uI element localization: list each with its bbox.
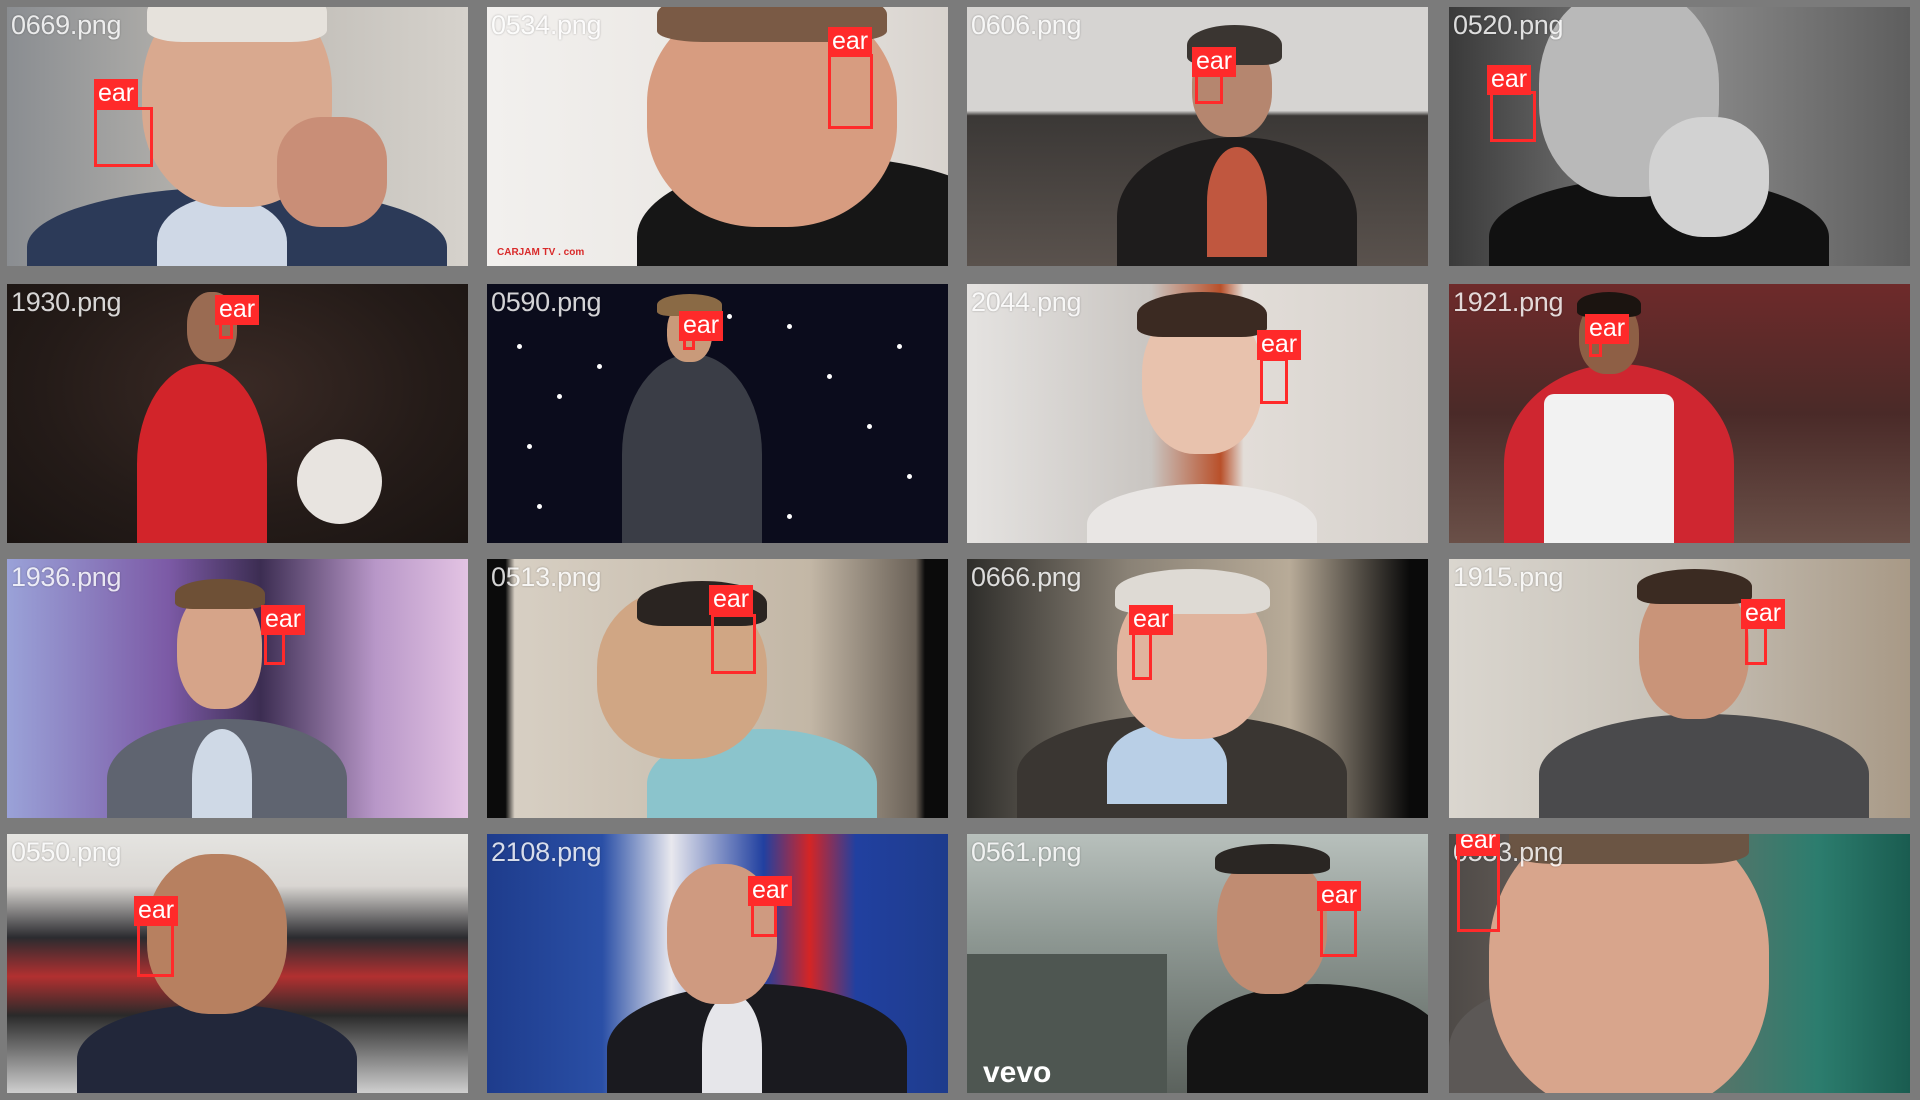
file-name: 0666.png <box>971 562 1082 592</box>
ear-label: ear <box>679 311 724 341</box>
ear-label: ear <box>1317 881 1362 911</box>
file-name: 1915.png <box>1453 562 1564 592</box>
ear-label: ear <box>1456 834 1501 856</box>
ear-label: ear <box>1129 605 1174 635</box>
photo-man-at-podium-flags <box>487 834 948 1093</box>
photo-woman-smiling-portrait <box>967 284 1428 543</box>
ear-bounding-box <box>1195 74 1223 104</box>
tile-0606: 0606.png ear <box>967 7 1428 266</box>
file-name: 0561.png <box>971 837 1082 867</box>
file-name: 0534.png <box>491 10 602 40</box>
tile-0590: 0590.png ear <box>487 284 948 543</box>
tile-0550: 0550.png ear <box>7 834 468 1093</box>
ear-bounding-box <box>94 107 153 167</box>
file-name: 0513.png <box>491 562 602 592</box>
file-name: 2108.png <box>491 837 602 867</box>
tile-1936: 1936.png ear <box>7 559 468 818</box>
ear-label: ear <box>134 896 179 926</box>
file-name: 0606.png <box>971 10 1082 40</box>
ear-bounding-box <box>1320 907 1357 957</box>
ear-bounding-box <box>711 614 756 674</box>
file-name: 1921.png <box>1453 287 1564 317</box>
photo-elderly-man-hand-on-chin <box>7 7 468 266</box>
ear-label: ear <box>261 605 306 635</box>
photo-man-closeup-portrait <box>1449 834 1910 1093</box>
photo-footballer-with-ball <box>7 284 468 543</box>
photo-man-lecturing <box>967 7 1428 266</box>
tile-0533: 0533.png ear <box>1449 834 1910 1093</box>
photo-man-in-black-turtleneck <box>487 7 948 266</box>
photo-bald-man-smiling <box>7 834 468 1093</box>
photo-man-bw-portrait <box>1449 7 1910 266</box>
photo-elderly-man-cardigan <box>967 559 1428 818</box>
ear-bounding-box <box>264 630 285 665</box>
tile-0561: vevo 0561.png ear <box>967 834 1428 1093</box>
file-name: 0669.png <box>11 10 122 40</box>
file-name: 0520.png <box>1453 10 1564 40</box>
starfield <box>487 284 948 543</box>
ear-bounding-box <box>751 902 777 937</box>
ear-label: ear <box>1585 314 1630 344</box>
watermark-text: CARJAM TV . com <box>497 247 585 258</box>
photo-man-in-grey-suit-stage <box>7 559 468 818</box>
photo-footballer-from-behind <box>1449 284 1910 543</box>
tile-2044: 2044.png ear <box>967 284 1428 543</box>
ear-label: ear <box>709 585 754 615</box>
tile-1930: 1930.png ear <box>7 284 468 543</box>
ear-bounding-box <box>1260 358 1288 404</box>
photo-man-city-background <box>967 834 1428 1093</box>
ear-label: ear <box>94 79 139 109</box>
ear-bounding-box <box>1745 626 1767 665</box>
file-name: 0590.png <box>491 287 602 317</box>
tile-0669: 0669.png ear <box>7 7 468 266</box>
file-name: 0550.png <box>11 837 122 867</box>
file-name: 1930.png <box>11 287 122 317</box>
tile-0666: 0666.png ear <box>967 559 1428 818</box>
ear-label: ear <box>1487 65 1532 95</box>
ear-label: ear <box>748 876 793 906</box>
tile-0520: 0520.png ear <box>1449 7 1910 266</box>
tile-2108: 2108.png ear <box>487 834 948 1093</box>
ear-bounding-box <box>828 54 873 129</box>
ear-bounding-box <box>1132 632 1152 680</box>
photo-man-henley-shirt <box>1449 559 1910 818</box>
tile-1921: 1921.png ear <box>1449 284 1910 543</box>
ear-label: ear <box>215 295 260 325</box>
file-name: 1936.png <box>11 562 122 592</box>
ear-label: ear <box>828 27 873 57</box>
tile-1915: 1915.png ear <box>1449 559 1910 818</box>
tile-0513: 0513.png ear <box>487 559 948 818</box>
file-name: 2044.png <box>971 287 1082 317</box>
ear-label: ear <box>1257 330 1302 360</box>
tile-0534: CARJAM TV . com 0534.png ear <box>487 7 948 266</box>
ear-label: ear <box>1192 47 1237 77</box>
ear-bounding-box <box>137 920 174 977</box>
watermark-text: vevo <box>983 1056 1052 1089</box>
ear-bounding-box <box>1490 91 1536 142</box>
photo-man-profile-hoodie <box>487 559 948 818</box>
ear-label: ear <box>1741 599 1786 629</box>
